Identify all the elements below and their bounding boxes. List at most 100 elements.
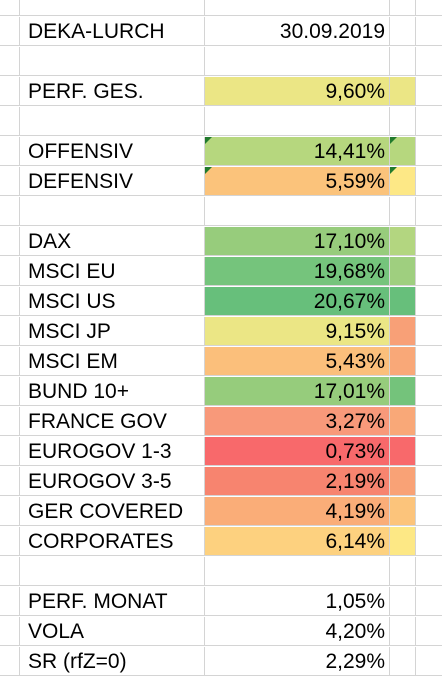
- indicator-cell[interactable]: [390, 437, 416, 466]
- sheet-cell[interactable]: [0, 497, 20, 526]
- label-cell[interactable]: FRANCE GOV: [20, 407, 205, 436]
- indicator-cell[interactable]: [390, 467, 416, 496]
- sheet-cell[interactable]: [0, 257, 20, 286]
- value-cell[interactable]: 5,59%: [205, 167, 390, 196]
- label-cell[interactable]: PERF. GES.: [20, 77, 205, 106]
- indicator-cell[interactable]: [390, 287, 416, 316]
- sheet-cell[interactable]: [416, 167, 442, 196]
- sheet-cell[interactable]: [416, 257, 442, 286]
- label-cell[interactable]: DAX: [20, 227, 205, 256]
- sheet-cell[interactable]: [416, 527, 442, 556]
- value-cell[interactable]: 2,29%: [205, 647, 390, 676]
- sheet-cell[interactable]: [416, 587, 442, 616]
- sheet-cell[interactable]: [416, 317, 442, 346]
- value-cell[interactable]: [205, 47, 390, 76]
- sheet-cell[interactable]: [0, 617, 20, 646]
- sheet-cell[interactable]: [0, 0, 20, 16]
- comment-indicator-icon[interactable]: [390, 167, 397, 174]
- sheet-cell[interactable]: [416, 557, 442, 586]
- label-cell[interactable]: MSCI EM: [20, 347, 205, 376]
- indicator-cell[interactable]: [390, 497, 416, 526]
- sheet-cell[interactable]: [416, 347, 442, 376]
- value-cell[interactable]: 4,20%: [205, 617, 390, 646]
- indicator-cell[interactable]: [390, 647, 416, 676]
- indicator-cell[interactable]: [390, 347, 416, 376]
- value-cell[interactable]: 30.09.2019: [205, 17, 390, 46]
- sheet-cell[interactable]: [0, 347, 20, 376]
- comment-indicator-icon[interactable]: [205, 137, 212, 144]
- value-cell[interactable]: 5,43%: [205, 347, 390, 376]
- indicator-cell[interactable]: [390, 137, 416, 166]
- indicator-cell[interactable]: [390, 617, 416, 646]
- value-cell[interactable]: 6,14%: [205, 527, 390, 556]
- sheet-cell[interactable]: [390, 0, 416, 16]
- sheet-cell[interactable]: [416, 137, 442, 166]
- label-cell[interactable]: DEKA-LURCH: [20, 17, 205, 46]
- value-cell[interactable]: [205, 557, 390, 586]
- sheet-cell[interactable]: [0, 407, 20, 436]
- sheet-cell[interactable]: [205, 0, 390, 16]
- sheet-cell[interactable]: [416, 107, 442, 136]
- value-cell[interactable]: [205, 197, 390, 226]
- label-cell[interactable]: [20, 197, 205, 226]
- indicator-cell[interactable]: [390, 557, 416, 586]
- indicator-cell[interactable]: [390, 317, 416, 346]
- sheet-cell[interactable]: [0, 107, 20, 136]
- comment-indicator-icon[interactable]: [390, 137, 397, 144]
- label-cell[interactable]: MSCI EU: [20, 257, 205, 286]
- sheet-cell[interactable]: [416, 227, 442, 256]
- label-cell[interactable]: [20, 47, 205, 76]
- label-cell[interactable]: DEFENSIV: [20, 167, 205, 196]
- sheet-cell[interactable]: [0, 227, 20, 256]
- sheet-cell[interactable]: [0, 287, 20, 316]
- sheet-cell[interactable]: [0, 137, 20, 166]
- sheet-cell[interactable]: [416, 467, 442, 496]
- label-cell[interactable]: GER COVERED: [20, 497, 205, 526]
- indicator-cell[interactable]: [390, 227, 416, 256]
- sheet-cell[interactable]: [416, 437, 442, 466]
- sheet-cell[interactable]: [0, 557, 20, 586]
- indicator-cell[interactable]: [390, 107, 416, 136]
- value-cell[interactable]: 2,19%: [205, 467, 390, 496]
- value-cell[interactable]: 3,27%: [205, 407, 390, 436]
- label-cell[interactable]: CORPORATES: [20, 527, 205, 556]
- comment-indicator-icon[interactable]: [205, 167, 212, 174]
- sheet-cell[interactable]: [0, 77, 20, 106]
- sheet-cell[interactable]: [0, 587, 20, 616]
- indicator-cell[interactable]: [390, 257, 416, 286]
- sheet-cell[interactable]: [0, 17, 20, 46]
- indicator-cell[interactable]: [390, 587, 416, 616]
- value-cell[interactable]: 20,67%: [205, 287, 390, 316]
- label-cell[interactable]: MSCI JP: [20, 317, 205, 346]
- value-cell[interactable]: 17,10%: [205, 227, 390, 256]
- label-cell[interactable]: BUND 10+: [20, 377, 205, 406]
- sheet-cell[interactable]: [416, 617, 442, 646]
- value-cell[interactable]: 14,41%: [205, 137, 390, 166]
- indicator-cell[interactable]: [390, 47, 416, 76]
- label-cell[interactable]: [20, 107, 205, 136]
- sheet-cell[interactable]: [0, 197, 20, 226]
- sheet-cell[interactable]: [416, 377, 442, 406]
- sheet-cell[interactable]: [416, 287, 442, 316]
- sheet-cell[interactable]: [416, 77, 442, 106]
- label-cell[interactable]: EUROGOV 3-5: [20, 467, 205, 496]
- sheet-cell[interactable]: [0, 527, 20, 556]
- sheet-cell[interactable]: [416, 407, 442, 436]
- indicator-cell[interactable]: [390, 407, 416, 436]
- indicator-cell[interactable]: [390, 167, 416, 196]
- indicator-cell[interactable]: [390, 377, 416, 406]
- label-cell[interactable]: SR (rfZ=0): [20, 647, 205, 676]
- label-cell[interactable]: PERF. MONAT: [20, 587, 205, 616]
- value-cell[interactable]: 1,05%: [205, 587, 390, 616]
- sheet-cell[interactable]: [416, 647, 442, 676]
- value-cell[interactable]: [205, 107, 390, 136]
- label-cell[interactable]: MSCI US: [20, 287, 205, 316]
- indicator-cell[interactable]: [390, 17, 416, 46]
- value-cell[interactable]: 4,19%: [205, 497, 390, 526]
- indicator-cell[interactable]: [390, 77, 416, 106]
- sheet-cell[interactable]: [416, 17, 442, 46]
- indicator-cell[interactable]: [390, 197, 416, 226]
- sheet-cell[interactable]: [0, 647, 20, 676]
- sheet-cell[interactable]: [416, 197, 442, 226]
- sheet-cell[interactable]: [0, 167, 20, 196]
